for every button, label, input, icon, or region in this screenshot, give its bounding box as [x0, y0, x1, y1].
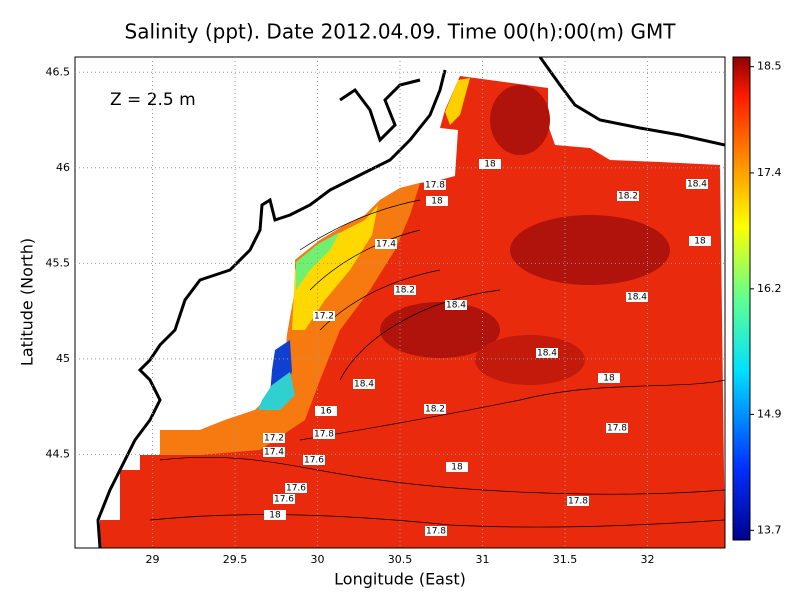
y-tick-label: 45.5: [46, 256, 71, 269]
contour-label: 18.2: [395, 286, 415, 296]
x-axis-label: Longitude (East): [334, 570, 466, 589]
contour-label: 17.8: [426, 527, 446, 537]
contour-label-box: [598, 373, 620, 383]
contour-label: 18.2: [618, 192, 638, 202]
contour-label-box: [536, 348, 558, 358]
contour-label: 17.8: [607, 424, 627, 434]
contour-label: 18.4: [687, 180, 707, 190]
coastal-yellow: [292, 205, 378, 330]
x-tick-label: 29.5: [223, 553, 248, 566]
contour-label-box: [424, 404, 446, 414]
contour-label: 17.6: [274, 495, 294, 505]
colorbar-tick-label: 18.5: [757, 60, 782, 73]
contour-label: 18.2: [425, 405, 445, 415]
contour-label: 17.8: [314, 430, 334, 440]
contour-label: 18.4: [537, 349, 557, 359]
contour-label-box: [264, 510, 286, 520]
contour-label-box: [353, 379, 375, 389]
y-tick-label: 46: [56, 161, 70, 174]
high-salinity: [380, 302, 500, 358]
y-tick-label: 45: [56, 352, 70, 365]
contour-label: 17.2: [264, 434, 284, 444]
y-axis-label: Latitude (North): [18, 238, 37, 366]
colorbar-tick-label: 17.4: [757, 166, 782, 179]
contour-label-box: [567, 496, 589, 506]
field: [96, 57, 725, 548]
y-tick-label: 44.5: [46, 447, 71, 460]
contour-label-box: [445, 300, 467, 310]
y-tick-label: 46.5: [46, 65, 71, 78]
contour-label: 18.4: [446, 301, 466, 311]
contour-label: 17.8: [568, 497, 588, 507]
contour-label-box: [617, 191, 639, 201]
coastline: [339, 78, 421, 143]
contour-label: 17.2: [314, 312, 334, 322]
contour-label-box: [689, 236, 711, 246]
contour-label-box: [263, 433, 285, 443]
contour-label: 18: [603, 374, 615, 384]
contour-label: 18.4: [627, 293, 647, 303]
colorbar-tick-label: 13.7: [757, 523, 782, 536]
contour-label-box: [426, 196, 448, 206]
high-salinity: [475, 335, 585, 385]
x-tick-label: 31: [475, 553, 489, 566]
high-salinity: [510, 215, 670, 285]
contour-label-box: [479, 159, 501, 169]
contour-label-box: [446, 462, 468, 472]
x-tick-label: 30.5: [388, 553, 413, 566]
x-tick-label: 29: [146, 553, 160, 566]
contour-label: 18: [694, 237, 706, 247]
colorbar: [732, 56, 751, 541]
coastal-cyan: [258, 372, 295, 410]
contour-label: 17.6: [304, 456, 324, 466]
contour-label-box: [424, 180, 446, 190]
high-salinity: [490, 85, 550, 155]
contour-label: 18: [484, 160, 496, 170]
contour-label: 17.4: [376, 240, 396, 250]
contour-label-box: [313, 429, 335, 439]
coastline: [538, 57, 725, 147]
contour-label-box: [606, 423, 628, 433]
contour: [149, 199, 725, 528]
contour-label-box: [303, 455, 325, 465]
contour-label: 18: [451, 463, 463, 473]
north-yellow: [445, 78, 470, 125]
x-tick-label: 30: [311, 553, 325, 566]
coastline: [96, 69, 447, 548]
x-tick-label: 32: [640, 553, 654, 566]
contour-label: 18.4: [354, 380, 374, 390]
colorbar-tick-label: 16.2: [757, 282, 782, 295]
contour-label-box: [285, 483, 307, 493]
contour-label: 16: [320, 407, 332, 417]
contour-label-box: [425, 526, 447, 536]
contour-label-box: [394, 285, 416, 295]
contour-label: 17.8: [425, 181, 445, 191]
contour-label-box: [263, 447, 285, 457]
contour-label: 17.4: [264, 448, 284, 458]
contour-label-box: [626, 292, 648, 302]
contour-label-box: [686, 179, 708, 189]
contour-label-box: [375, 239, 397, 249]
contour-label: 17.6: [286, 484, 306, 494]
depth-annotation: Z = 2.5 m: [110, 90, 196, 110]
title: Salinity (ppt). Date 2012.04.09. Time 00…: [125, 20, 677, 44]
contour-label-box: [313, 311, 335, 321]
colorbar-tick-label: 14.9: [757, 407, 782, 420]
contour-label-box: [273, 494, 295, 504]
contour-label: 18: [269, 511, 281, 521]
x-tick-label: 31.5: [553, 553, 578, 566]
contour-label-box: [315, 406, 337, 416]
contour-label: 18: [431, 197, 443, 207]
